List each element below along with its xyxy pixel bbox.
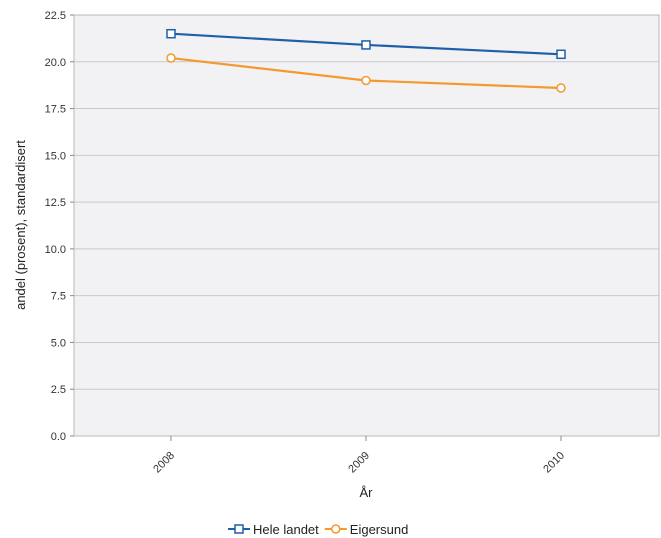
- legend: Hele landet Eigersund: [228, 522, 408, 537]
- data-point-marker: [361, 40, 371, 50]
- y-axis-ticks: 0.0 2.5 5.0 7.5 10.0 12.5 15.0 17.5 20.0 22.5: [45, 10, 74, 443]
- y-tick-label: 10.0: [45, 244, 66, 256]
- y-tick-label: 7.5: [51, 291, 66, 303]
- y-tick-label: 20.0: [45, 57, 66, 69]
- x-tick-label: 2009: [346, 450, 372, 476]
- data-point-marker: [166, 53, 176, 63]
- y-tick-label: 15.0: [45, 150, 66, 162]
- data-point-marker: [556, 83, 566, 93]
- data-point-marker: [166, 28, 176, 39]
- legend-label: Eigersund: [350, 522, 409, 537]
- x-axis-ticks: 2008 2009 2010: [151, 436, 567, 475]
- grid-lines: [74, 61, 659, 390]
- y-tick-label: 2.5: [51, 384, 66, 396]
- legend-marker: [331, 524, 341, 534]
- legend-label: Hele landet: [253, 522, 319, 537]
- x-tick-label: 2008: [151, 450, 177, 476]
- data-point-marker: [556, 49, 566, 60]
- series-lines: [166, 28, 566, 93]
- y-tick-label: 12.5: [45, 197, 66, 209]
- y-tick-label: 5.0: [51, 337, 66, 349]
- y-tick-label: 22.5: [45, 10, 66, 22]
- x-axis-title: År: [360, 485, 374, 500]
- y-tick-label: 0.0: [51, 431, 66, 443]
- y-axis-title: andel (prosent), standardisert: [13, 140, 28, 310]
- y-tick-label: 17.5: [45, 104, 66, 116]
- data-point-marker: [361, 75, 371, 86]
- x-tick-label: 2010: [541, 450, 567, 476]
- legend-marker: [234, 524, 244, 534]
